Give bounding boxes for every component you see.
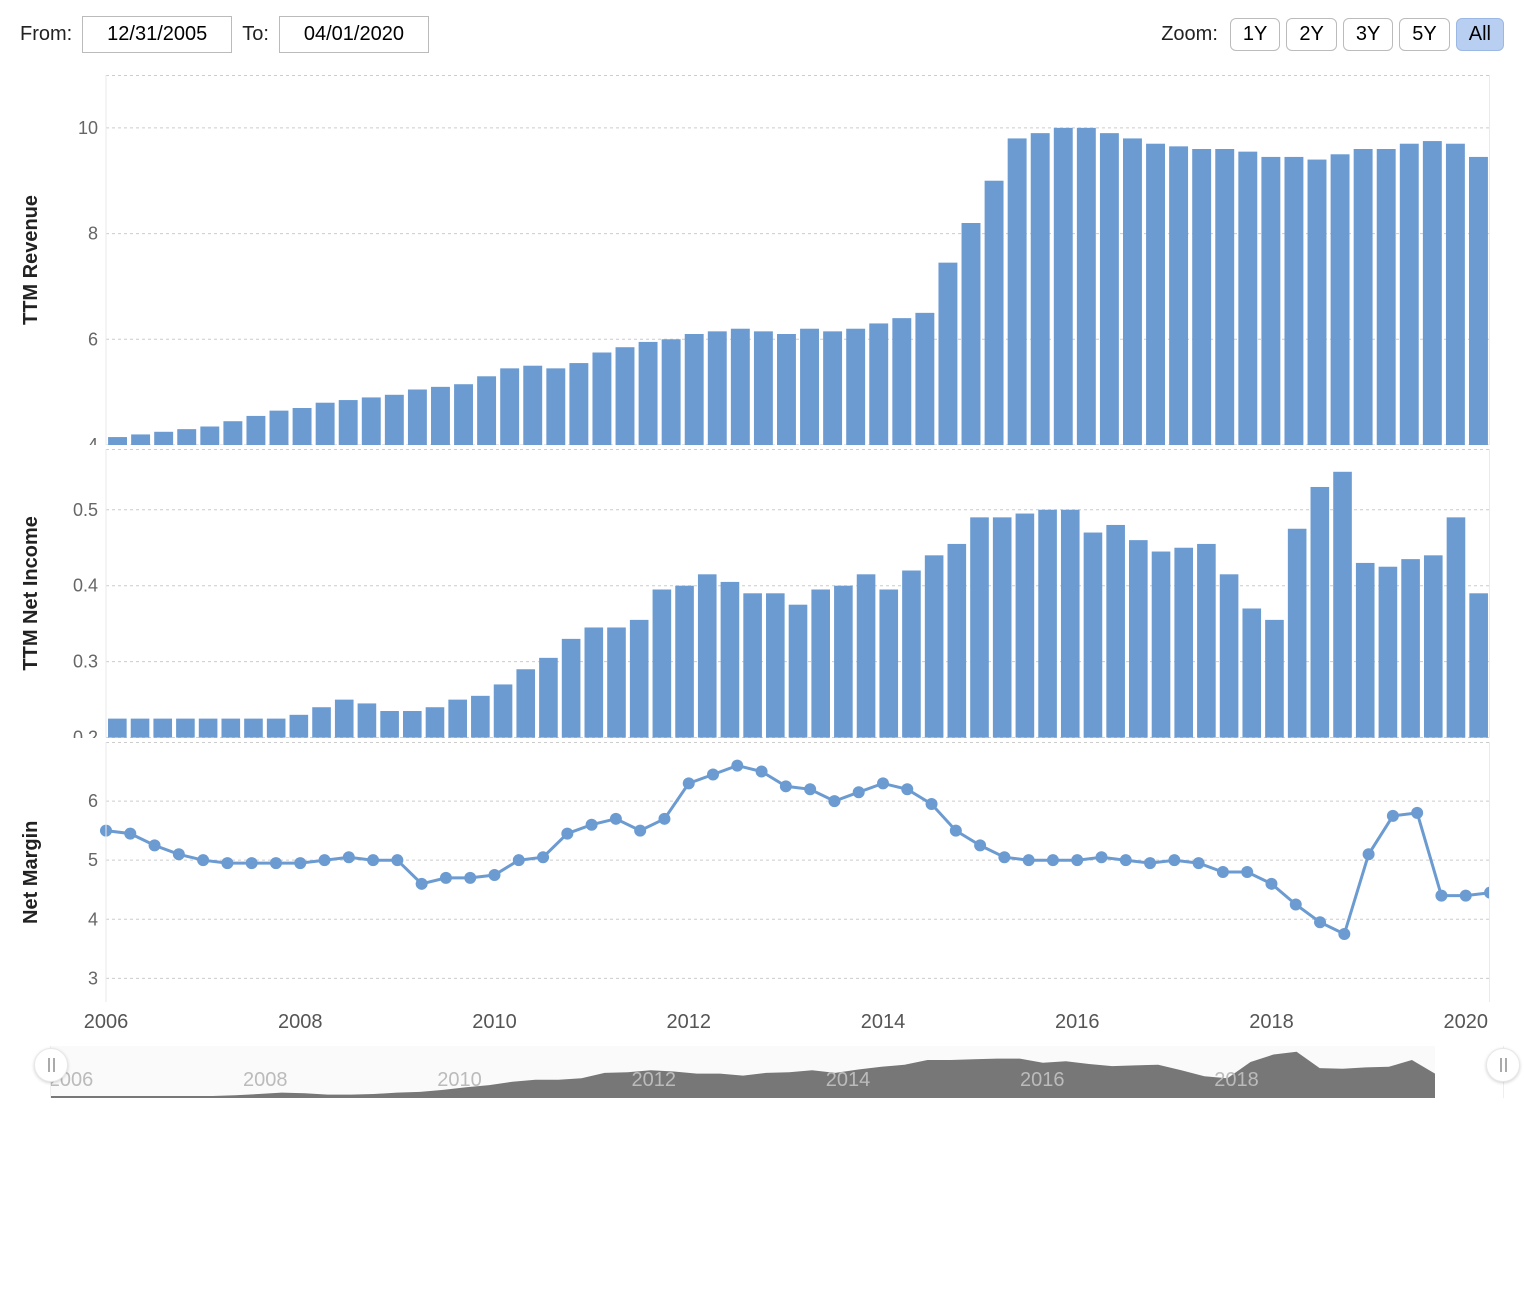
zoom-btn-5y[interactable]: 5Y: [1399, 18, 1449, 51]
svg-text:6: 6: [88, 791, 98, 811]
svg-text:2010: 2010: [472, 1011, 516, 1033]
revenue-row: TTM Revenue 4 6 8 10: [20, 75, 1504, 445]
svg-text:2010: 2010: [437, 1069, 482, 1091]
controls-bar: From: To: Zoom: 1Y2Y3Y5YAll: [20, 10, 1504, 65]
svg-text:2018: 2018: [1249, 1011, 1294, 1033]
to-date-input[interactable]: [279, 16, 429, 53]
zoom-group: Zoom: 1Y2Y3Y5YAll: [1161, 18, 1504, 51]
svg-text:6: 6: [88, 329, 98, 349]
svg-text:2014: 2014: [826, 1069, 871, 1091]
netincome-row: TTM Net Income 0.2 0.3 0.4 0.5: [20, 449, 1504, 738]
svg-text:2012: 2012: [666, 1011, 711, 1033]
svg-text:2006: 2006: [84, 1011, 129, 1033]
date-range-group: From: To:: [20, 16, 429, 53]
svg-text:2020: 2020: [1443, 1011, 1488, 1033]
svg-text:2016: 2016: [1020, 1069, 1065, 1091]
scrubber[interactable]: 2006200820102012201420162018: [50, 1046, 1504, 1098]
svg-text:0.4: 0.4: [73, 576, 98, 596]
netmargin-ylabel: Net Margin: [20, 742, 50, 1002]
svg-text:2008: 2008: [243, 1069, 288, 1091]
svg-text:2012: 2012: [631, 1069, 676, 1091]
scrubber-handle-left[interactable]: [34, 1048, 68, 1082]
netmargin-plot: 3 4 5 6: [50, 742, 1504, 1002]
svg-text:2008: 2008: [278, 1011, 323, 1033]
zoom-btn-all[interactable]: All: [1456, 18, 1504, 51]
zoom-label: Zoom:: [1161, 23, 1218, 46]
svg-text:3: 3: [88, 968, 98, 988]
charts-container: TTM Revenue 46810 TTM Net Income 0.20.30…: [20, 75, 1504, 1098]
from-date-input[interactable]: [82, 16, 232, 53]
from-label: From:: [20, 23, 72, 46]
svg-text:0.2: 0.2: [73, 728, 98, 738]
svg-text:2018: 2018: [1214, 1069, 1259, 1091]
svg-text:0.5: 0.5: [73, 500, 98, 520]
revenue-ylabel: TTM Revenue: [20, 75, 50, 445]
svg-text:5: 5: [88, 850, 98, 870]
svg-text:0.3: 0.3: [73, 652, 98, 672]
netmargin-row: Net Margin 3 4 5 6: [20, 742, 1504, 1002]
zoom-btn-1y[interactable]: 1Y: [1230, 18, 1280, 51]
svg-text:2014: 2014: [861, 1011, 906, 1033]
svg-text:2016: 2016: [1055, 1011, 1100, 1033]
xaxis-plot: 2006 2008 2010 2012 2014 2016 2018 2020: [50, 1006, 1504, 1036]
svg-text:10: 10: [78, 118, 98, 138]
xaxis-row: 2006 2008 2010 2012 2014 2016 2018 2020: [20, 1006, 1504, 1036]
zoom-buttons-container: 1Y2Y3Y5YAll: [1230, 18, 1504, 51]
netincome-plot: 0.2 0.3 0.4 0.5: [50, 449, 1504, 738]
svg-text:4: 4: [88, 435, 98, 445]
revenue-plot: 4 6 8 10: [50, 75, 1504, 445]
svg-text:8: 8: [88, 224, 98, 244]
netincome-ylabel: TTM Net Income: [20, 449, 50, 738]
to-label: To:: [242, 23, 269, 46]
svg-text:4: 4: [88, 909, 98, 929]
zoom-btn-3y[interactable]: 3Y: [1343, 18, 1393, 51]
scrubber-handle-right[interactable]: [1486, 1048, 1520, 1082]
zoom-btn-2y[interactable]: 2Y: [1286, 18, 1336, 51]
scrubber-row: 2006200820102012201420162018: [20, 1046, 1504, 1098]
